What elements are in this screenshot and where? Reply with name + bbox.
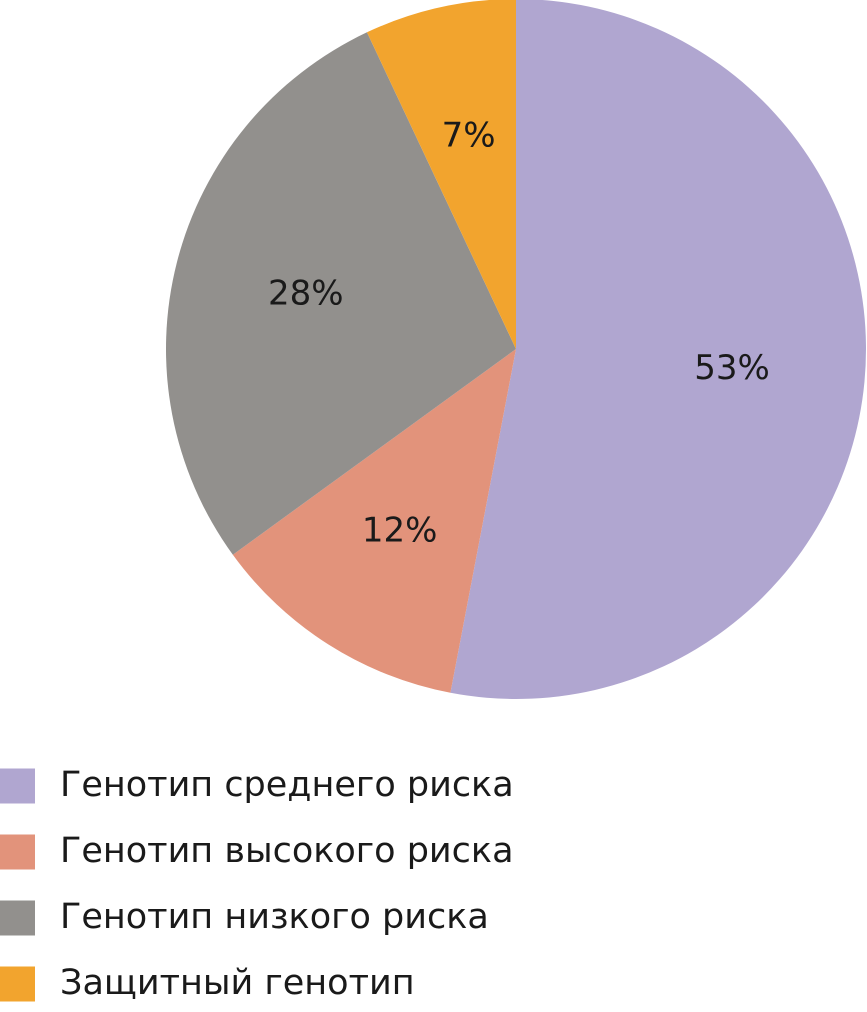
- legend-entry-avg-risk: Генотип среднего риска: [60, 765, 514, 805]
- pie-slice-protective: [366, 0, 516, 349]
- legend-entry-protective: Защитный генотип: [60, 963, 415, 1003]
- legend-swatch-high-risk: [0, 834, 35, 870]
- legend-swatch-avg-risk: [0, 768, 35, 804]
- slice-label-avg-risk: 53%: [694, 348, 770, 388]
- pie-slice-high-risk: [232, 349, 516, 693]
- legend-entry-high-risk: Генотип высокого риска: [60, 831, 514, 871]
- legend-swatch-protective: [0, 966, 35, 1002]
- pie-slice-low-risk: [165, 32, 516, 555]
- slice-label-protective: 7%: [442, 116, 496, 156]
- pie-slice-labels: 53% 12% 28% 7%: [268, 116, 770, 551]
- legend-entry-low-risk: Генотип низкого риска: [60, 897, 489, 937]
- legend-swatch-low-risk: [0, 900, 35, 936]
- pie-slice-avg-risk: [450, 0, 866, 699]
- legend: Генотип среднего риска Генотип высокого …: [0, 765, 514, 1003]
- slice-label-low-risk: 28%: [268, 274, 344, 314]
- slice-label-high-risk: 12%: [362, 511, 438, 551]
- pie-slices: [165, 0, 866, 699]
